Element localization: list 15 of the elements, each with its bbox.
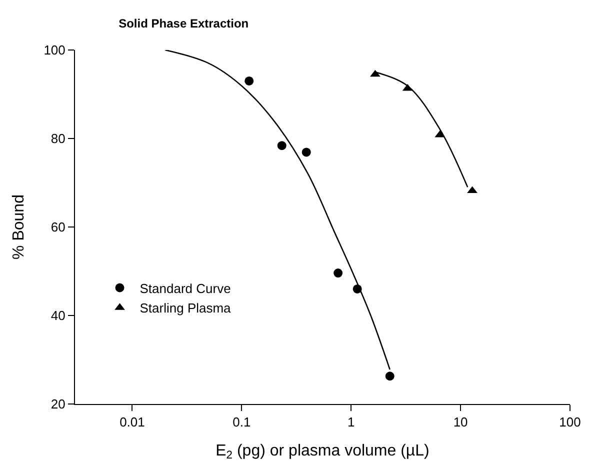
x-tick-label: 0.1	[232, 414, 251, 430]
x-tick-label: 1	[347, 414, 355, 430]
y-tick-label: 80	[50, 131, 66, 146]
y-tick-label: 60	[50, 220, 66, 235]
y-axis-title: % Bound	[10, 194, 28, 260]
chart-title: Solid Phase Extraction	[118, 16, 249, 30]
x-tick-label: 0.01	[120, 414, 145, 430]
y-tick-label: 40	[50, 308, 66, 324]
y-tick-label: 100	[44, 42, 66, 58]
x-axis-title: E$_{2}$ (pg) or plasma volume (µL)	[216, 442, 430, 462]
x-tick-label: 100	[559, 414, 581, 430]
legend-label: Starling Plasma	[140, 300, 232, 316]
y-tick-label: 20	[50, 396, 66, 412]
legend-label: Standard Curve	[140, 280, 231, 296]
x-tick-label: 10	[453, 414, 468, 430]
